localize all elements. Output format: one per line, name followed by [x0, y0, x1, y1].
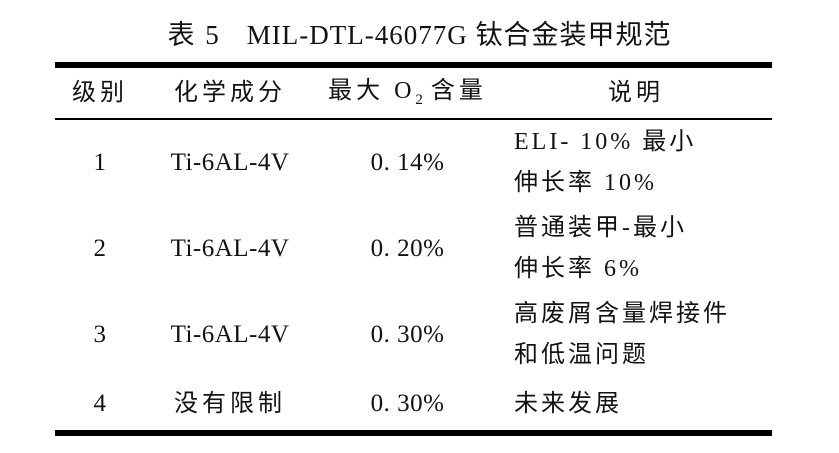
- description-line-1: 普通装甲-最小: [514, 215, 687, 241]
- header-composition: 化学成分: [174, 79, 286, 106]
- description-cell: 未来发展: [500, 384, 772, 425]
- description-line-2: 和低温问题: [514, 342, 649, 368]
- table-number-label: 表 5: [167, 20, 221, 50]
- description-line-2: 伸长率 10%: [514, 170, 657, 196]
- max-o2-cell: 0. 14%: [370, 149, 445, 176]
- max-o2-cell: 0. 20%: [370, 235, 445, 262]
- composition-cell: Ti-6AL-4V: [170, 321, 290, 348]
- description-line-2: 伸长率 6%: [514, 256, 642, 282]
- table-row-grade-2: 2 Ti-6AL-4V 0. 20% 普通装甲-最小 伸长率 6%: [55, 206, 772, 292]
- max-o2-cell: 0. 30%: [370, 390, 445, 417]
- table-header-row: 级别 化学成分 最大 O2 含量 说明: [55, 68, 772, 118]
- composition-cell: Ti-6AL-4V: [170, 235, 290, 262]
- description-line-1: 高废屑含量焊接件: [514, 301, 730, 327]
- header-description: 说明: [608, 79, 664, 106]
- composition-cell: 没有限制: [174, 390, 286, 417]
- table-caption: 表 5 MIL-DTL-46077G 钛合金装甲规范: [0, 13, 839, 52]
- description-cell: 普通装甲-最小 伸长率 6%: [500, 208, 772, 290]
- header-divider-rule: [55, 118, 772, 120]
- header-o2-subscript: 2: [415, 92, 423, 108]
- header-max-o2-suffix: 含量: [430, 78, 487, 104]
- table-row-grade-3: 3 Ti-6AL-4V 0. 30% 高废屑含量焊接件 和低温问题: [55, 292, 772, 378]
- grade-cell: 3: [93, 321, 107, 348]
- header-grade: 级别: [72, 79, 128, 106]
- table-title-text: MIL-DTL-46077G 钛合金装甲规范: [246, 20, 672, 50]
- description-cell: 高废屑含量焊接件 和低温问题: [500, 294, 772, 376]
- max-o2-cell: 0. 30%: [370, 321, 445, 348]
- header-max-o2-prefix: 最大 O: [328, 78, 416, 104]
- grade-cell: 2: [93, 235, 107, 262]
- table-top-rule: [55, 62, 772, 68]
- table-bottom-rule: [55, 430, 772, 436]
- grade-cell: 4: [93, 390, 107, 417]
- grade-cell: 1: [93, 149, 107, 176]
- header-max-o2: 最大 O2 含量: [315, 77, 500, 109]
- armor-spec-table: 级别 化学成分 最大 O2 含量 说明 1 Ti-6AL-4V 0. 14% EL…: [55, 62, 772, 436]
- description-line-1: 未来发展: [514, 390, 622, 417]
- description-line-1: ELI- 10% 最小: [514, 129, 697, 155]
- composition-cell: Ti-6AL-4V: [170, 149, 290, 176]
- description-cell: ELI- 10% 最小 伸长率 10%: [500, 122, 772, 204]
- table-row-grade-1: 1 Ti-6AL-4V 0. 14% ELI- 10% 最小 伸长率 10%: [55, 120, 772, 206]
- table-row-grade-4: 4 没有限制 0. 30% 未来发展: [55, 378, 772, 430]
